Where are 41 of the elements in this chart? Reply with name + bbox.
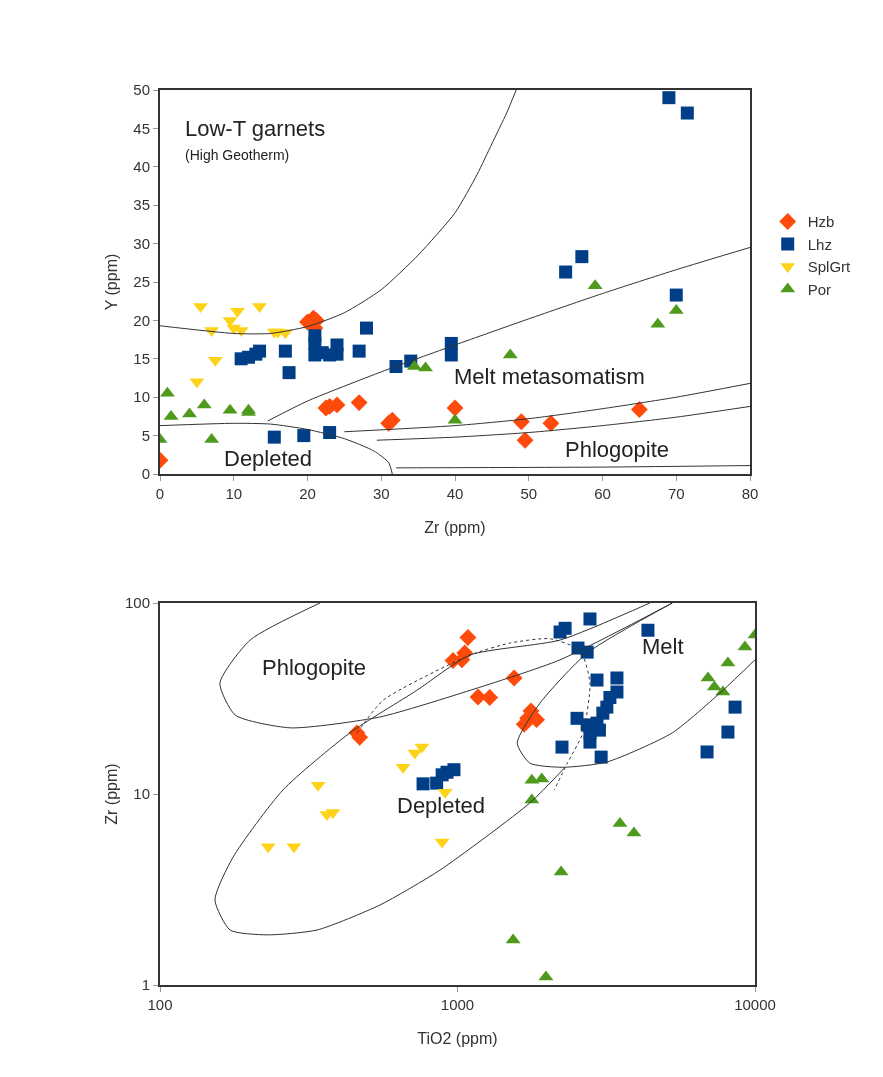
x-tick-label: 80 xyxy=(741,485,759,502)
x-tick-label: 20 xyxy=(299,485,316,502)
y-tick-label: 35 xyxy=(133,196,150,214)
y-tick-label: 45 xyxy=(133,119,150,137)
annotation: Depleted xyxy=(224,446,313,471)
annotation: (High Geotherm) xyxy=(185,147,290,163)
y-tick-label: 0 xyxy=(141,465,150,483)
legend-label: Lhz xyxy=(807,235,832,253)
legend-label: Hzb xyxy=(807,213,835,231)
y-tick-label: 15 xyxy=(133,350,150,368)
x-tick-label: 10 xyxy=(225,485,243,502)
y-tick-label: 5 xyxy=(141,426,150,444)
y-tick-label: 25 xyxy=(133,273,150,291)
annotation: Low-T garnets xyxy=(185,116,326,141)
y-tick-label: 10 xyxy=(133,785,150,803)
y-tick-label: 40 xyxy=(133,158,150,176)
x-tick-label: 60 xyxy=(594,485,611,502)
y-tick-label: 50 xyxy=(133,81,150,99)
y-axis-title: Y (ppm) xyxy=(103,253,120,311)
annotation: Melt metasomatism xyxy=(454,364,645,389)
x-tick-label: 1000 xyxy=(440,996,475,1013)
legend-label: Por xyxy=(807,280,832,298)
x-axis-title: TiO2 (ppm) xyxy=(417,1030,498,1047)
legend-label: SplGrt xyxy=(807,258,852,276)
x-tick-label: 40 xyxy=(446,485,464,502)
x-tick-label: 70 xyxy=(667,485,685,502)
x-tick-label: 0 xyxy=(155,485,165,502)
y-tick-label: 20 xyxy=(133,311,150,329)
x-axis-title: Zr (ppm) xyxy=(424,519,486,536)
y-tick-label: 100 xyxy=(124,594,150,612)
annotation: Phlogopite xyxy=(565,437,669,462)
x-tick-label: 10000 xyxy=(734,996,776,1013)
x-tick-label: 30 xyxy=(372,485,390,502)
x-tick-label: 50 xyxy=(520,485,538,502)
annotation: Depleted xyxy=(397,793,486,818)
y-tick-label: 30 xyxy=(133,234,150,252)
annotation: Phlogopite xyxy=(262,655,366,680)
annotation: Melt xyxy=(642,634,684,659)
y-tick-label: 1 xyxy=(141,976,150,994)
y-tick-label: 10 xyxy=(133,388,150,406)
y-axis-title: Zr (ppm) xyxy=(103,763,120,825)
